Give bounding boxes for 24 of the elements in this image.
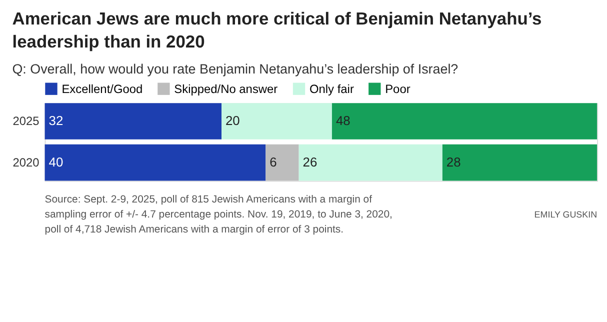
data-label: 28 bbox=[446, 154, 461, 170]
bar bbox=[442, 144, 598, 181]
bar bbox=[44, 144, 266, 181]
data-label: 20 bbox=[225, 113, 240, 128]
bar bbox=[332, 103, 598, 140]
y-tick-label: 2020 bbox=[12, 156, 40, 170]
legend-label: Excellent/Good bbox=[62, 82, 143, 96]
bar bbox=[266, 144, 299, 181]
data-label: 48 bbox=[336, 113, 350, 128]
legend-label: Poor bbox=[385, 82, 410, 96]
y-tick-label: 2025 bbox=[12, 114, 40, 128]
chart-title: American Jews are much more critical of Benjamin Netanyahu’s leadership than in 2020 bbox=[12, 8, 542, 52]
data-label: 40 bbox=[48, 154, 64, 170]
data-label: 26 bbox=[302, 154, 318, 170]
bar bbox=[222, 103, 332, 140]
source-note: Source: Sept. 2-9, 2025, poll of 815 Jewish Americans with a margin of sampling error of +/- 4.7 percentage points. Nov. 19, 2019, to June 3, 2020, poll of 4,718 Jewish Americans with a margin of error of 3 points. bbox=[44, 194, 392, 236]
bar bbox=[44, 103, 222, 140]
data-label: 32 bbox=[48, 113, 64, 128]
bar bbox=[298, 144, 442, 181]
legend-label: Skipped/No answer bbox=[174, 82, 278, 96]
legend-label: Only fair bbox=[309, 82, 354, 96]
chart-subtitle: Q: Overall, how would you rate Benjamin Netanyahu’s leadership of Israel? bbox=[12, 62, 458, 77]
data-label: 6 bbox=[270, 154, 277, 170]
text: EMILY GUSKIN bbox=[534, 210, 598, 220]
